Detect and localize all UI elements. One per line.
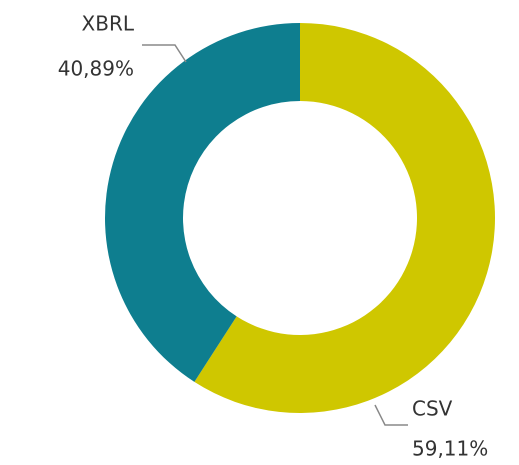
donut-slice: [194, 23, 496, 413]
slice-value-label: 59,11%: [412, 437, 488, 461]
slice-value-label: 40,89%: [58, 57, 134, 81]
slice-label: CSV: [412, 397, 453, 421]
donut-slice: [105, 23, 300, 382]
slice-label: XBRL: [82, 12, 135, 36]
leader-line: [142, 44, 187, 63]
leader-line: [374, 404, 408, 426]
